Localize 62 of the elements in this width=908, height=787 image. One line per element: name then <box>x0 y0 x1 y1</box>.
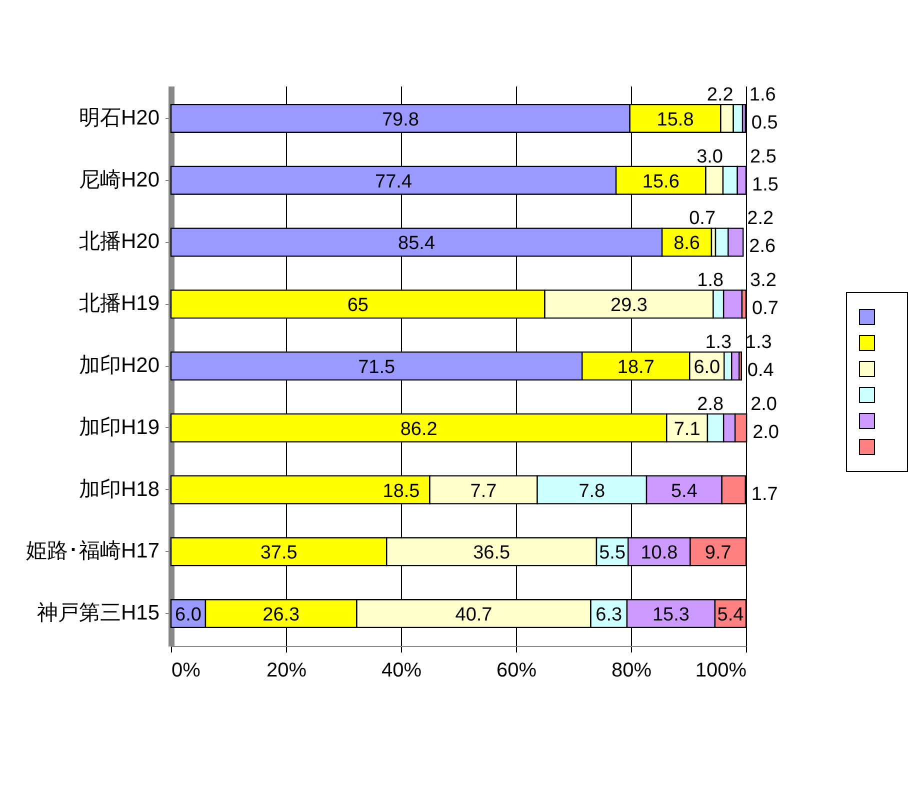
y-tick-label: 神戸第三H15 <box>36 602 160 625</box>
x-tick-label: 20% <box>266 660 307 682</box>
data-label: 8.6 <box>674 233 700 254</box>
data-label: 1.8 <box>697 270 724 292</box>
x-tick-label: 60% <box>496 660 537 682</box>
annotation: 1.7 <box>751 484 778 505</box>
y-tick-label: 北播H19 <box>78 292 160 316</box>
data-label: 37.5 <box>260 542 298 564</box>
data-label: 10.8 <box>640 542 678 564</box>
y-tick-label: 姫路･福崎H17 <box>26 540 160 563</box>
data-label: 1.6 <box>749 84 776 106</box>
data-label: 1.3 <box>745 332 772 353</box>
data-label: 40.7 <box>455 604 492 626</box>
data-label: 2.6 <box>749 236 776 258</box>
data-label: 15.6 <box>642 171 680 192</box>
data-label: 3.0 <box>696 146 723 168</box>
data-label: 5.4 <box>717 604 744 626</box>
x-tick-label: 0% <box>172 660 201 682</box>
data-label: 2.2 <box>747 208 774 230</box>
data-label: 85.4 <box>398 233 436 254</box>
data-label: 7.1 <box>674 418 700 440</box>
data-label: 6.0 <box>694 357 720 378</box>
data-label: 18.7 <box>617 357 654 378</box>
annotation: 7.8 <box>578 480 606 502</box>
data-label: 2.8 <box>697 394 724 415</box>
data-label: 15.3 <box>652 604 690 626</box>
data-label: 6.3 <box>596 604 622 626</box>
annotation: 18.5 <box>382 480 420 502</box>
data-label: 26.3 <box>262 604 300 626</box>
data-label: 77.4 <box>375 171 412 192</box>
data-label: 2.0 <box>752 422 779 443</box>
data-label: 36.5 <box>473 542 510 564</box>
data-label: 0.7 <box>752 298 778 320</box>
data-label: 15.8 <box>656 109 694 130</box>
annotation: 5.4 <box>670 480 698 502</box>
data-label: 2.2 <box>706 84 734 106</box>
data-label: 0.5 <box>751 112 778 134</box>
data-label: 1.5 <box>752 174 778 196</box>
data-label: 5.5 <box>599 542 626 564</box>
y-tick-label: 北播H20 <box>78 230 160 254</box>
data-label: 79.8 <box>382 109 419 130</box>
y-tick-label: 明石H20 <box>78 106 160 130</box>
data-label: 2.5 <box>750 146 776 168</box>
data-label: 1.3 <box>705 332 732 353</box>
annotation: 7.7 <box>470 480 497 502</box>
data-label: 3.2 <box>750 270 776 292</box>
y-tick-label: 加印H18 <box>78 478 160 501</box>
y-tick-label: 加印H19 <box>78 416 160 439</box>
data-label: 65 <box>347 295 368 316</box>
data-label: 0.7 <box>689 208 716 230</box>
y-tick-label: 加印H20 <box>78 354 160 377</box>
x-tick-label: 100% <box>695 660 747 682</box>
data-label: 9.7 <box>704 542 732 564</box>
data-label: 71.5 <box>358 357 396 378</box>
x-tick-label: 80% <box>611 660 652 682</box>
data-label: 29.3 <box>610 295 648 316</box>
data-label: 6.0 <box>175 604 202 626</box>
data-label: 2.0 <box>750 394 777 415</box>
data-label: 86.2 <box>400 418 438 440</box>
data-label: 0.4 <box>747 360 774 381</box>
x-tick-label: 40% <box>381 660 422 682</box>
y-tick-label: 尼崎H20 <box>78 168 160 192</box>
